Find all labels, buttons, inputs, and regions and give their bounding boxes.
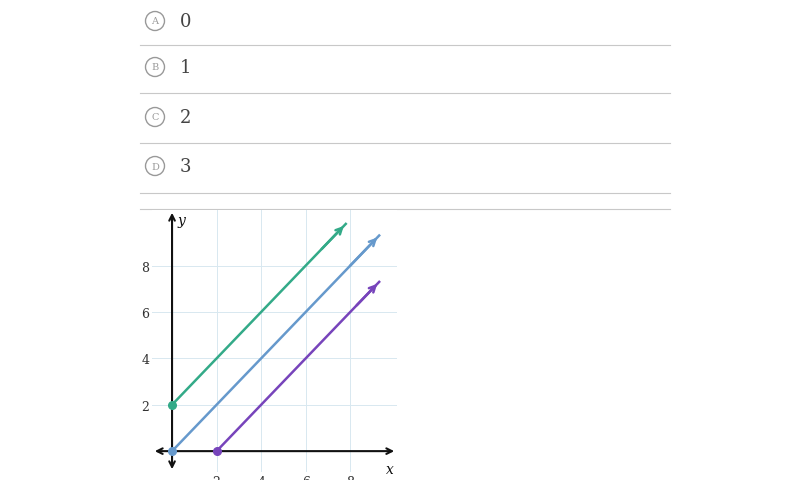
Text: x: x — [386, 462, 394, 476]
Text: D: D — [151, 162, 159, 171]
Text: 2: 2 — [180, 109, 191, 127]
Text: 1: 1 — [180, 59, 191, 77]
Text: C: C — [151, 113, 158, 122]
Text: B: B — [151, 63, 158, 72]
Text: 3: 3 — [180, 157, 191, 176]
Text: y: y — [178, 214, 186, 228]
Text: 0: 0 — [180, 13, 191, 31]
Text: A: A — [151, 17, 158, 26]
